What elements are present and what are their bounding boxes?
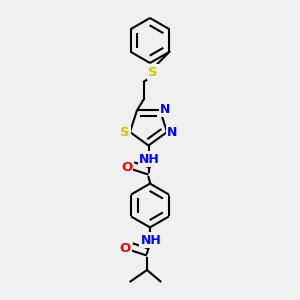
Text: S: S bbox=[148, 65, 158, 79]
Text: N: N bbox=[167, 126, 178, 139]
Text: S: S bbox=[120, 125, 130, 139]
Text: NH: NH bbox=[139, 152, 160, 166]
Text: NH: NH bbox=[140, 233, 161, 247]
Text: N: N bbox=[160, 103, 170, 116]
Text: O: O bbox=[121, 161, 132, 174]
Text: O: O bbox=[119, 242, 131, 255]
